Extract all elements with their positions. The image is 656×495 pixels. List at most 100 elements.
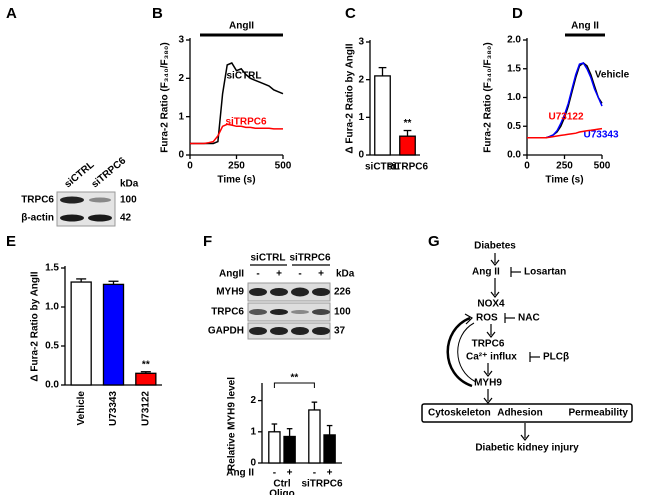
line [190, 123, 283, 145]
lane-label: siCTRL [63, 159, 97, 190]
y-tick-label: 2 [178, 73, 184, 84]
panel-label: E [6, 233, 16, 250]
kda-label: 42 [120, 213, 132, 224]
inhibitor: Losartan [524, 267, 566, 278]
y-tick-label: 0.5 [45, 341, 59, 352]
band [60, 214, 84, 222]
outcome: Cytoskeleton [428, 408, 491, 419]
band [88, 214, 112, 222]
series-label: siTRPC6 [225, 117, 267, 128]
node: ROS [476, 313, 498, 324]
series-label: Vehicle [595, 70, 630, 81]
panel-label: G [428, 233, 440, 250]
series-label: U73343 [583, 130, 618, 141]
kda-label: 100 [120, 195, 137, 206]
y-tick-label: 1 [358, 112, 364, 123]
bar [374, 75, 391, 156]
bar [102, 283, 125, 386]
x-tick-label: Oligo [269, 489, 295, 495]
panel-label: C [345, 5, 356, 22]
bar [323, 434, 336, 464]
bar [399, 135, 416, 156]
y-tick-label: 0 [250, 458, 256, 469]
x-axis-title: Time (s) [217, 175, 255, 186]
y-tick-label: 1 [178, 111, 184, 122]
panel-label: D [512, 5, 523, 22]
inhibitor: PLCβ [543, 352, 569, 363]
series-label: + [327, 468, 333, 479]
annotation: Ang II [571, 21, 599, 32]
y-tick-label: 3 [178, 35, 184, 46]
outcome-box [421, 403, 633, 423]
y-axis-title: Δ Fura-2 Ratio by AngII [345, 43, 356, 153]
x-tick-label: 500 [275, 161, 292, 172]
series-label: siCTRL [227, 71, 262, 82]
y-axis-title: Δ Fura-2 Ratio by AngII [30, 271, 41, 381]
row-label: MYH9 [216, 287, 244, 298]
annotation: ** [291, 373, 299, 384]
outcome: Adhesion [497, 408, 543, 419]
panel-label: F [203, 233, 212, 250]
annotation: ** [142, 359, 150, 370]
bands [249, 287, 330, 335]
x-tick-label: siTRPC6 [301, 479, 343, 490]
node: Ca²⁺ influx [466, 352, 517, 363]
panel-label: B [152, 5, 163, 22]
series-title: Ang II [226, 468, 254, 479]
x-tick-label: U73343 [108, 391, 119, 426]
y-tick-label: 0.5 [507, 121, 521, 132]
y-tick-label: 1.0 [507, 92, 521, 103]
treatment-label: AngII [219, 269, 244, 280]
series-label: - [313, 468, 316, 479]
diagram: Diabetes Ang II NOX4 ROS TRPC6 Ca²⁺ infl… [421, 241, 633, 454]
line [527, 127, 603, 139]
node: TRPC6 [472, 339, 505, 350]
lane-label: + [318, 269, 324, 280]
kda-label: 100 [334, 307, 351, 318]
y-tick-label: 2 [358, 74, 364, 85]
y-tick-label: 2 [250, 395, 256, 406]
row-label: β-actin [21, 213, 54, 224]
lane-label: + [276, 269, 282, 280]
x-tick-label: 250 [228, 161, 245, 172]
bracket [273, 382, 315, 388]
inhibitor: NAC [518, 313, 540, 324]
y-tick-label: 0.0 [507, 150, 521, 161]
group-label: siCTRL [251, 253, 286, 264]
x-tick-label: 0 [524, 161, 530, 172]
series-label: - [273, 468, 276, 479]
y-tick-label: 2.0 [507, 35, 521, 46]
x-axis-title: Time (s) [545, 175, 583, 186]
node: NOX4 [477, 299, 505, 310]
panel-label: A [6, 5, 17, 22]
node: Ang II [472, 267, 500, 278]
row-label: TRPC6 [211, 307, 244, 318]
kda-label: 37 [334, 326, 346, 337]
group-label: siTRPC6 [289, 253, 331, 264]
y-tick-label: 1.5 [45, 263, 59, 274]
x-tick-label: 250 [556, 161, 573, 172]
outcome: Permeability [569, 408, 629, 419]
annotation: ** [404, 118, 412, 129]
node: Diabetic kidney injury [475, 443, 579, 454]
x-tick-label: U73122 [140, 391, 151, 426]
lane-label: - [256, 269, 259, 280]
y-tick-label: 1.5 [507, 63, 521, 74]
bar [283, 435, 296, 464]
y-tick-label: 1.0 [45, 302, 59, 313]
x-tick-label: 0 [187, 161, 193, 172]
y-axis-title: Relative MYH9 level [227, 377, 238, 471]
x-tick-label: siCTRL [365, 162, 400, 173]
bar [70, 281, 92, 386]
y-tick-label: 0 [178, 150, 184, 161]
bar [308, 409, 321, 464]
row-label: TRPC6 [21, 195, 54, 206]
line [527, 62, 603, 139]
node: MYH9 [474, 378, 502, 389]
kda-label: 226 [334, 287, 351, 298]
series-label: + [287, 468, 293, 479]
y-tick-label: 0.0 [45, 380, 59, 391]
row-label: GAPDH [208, 326, 244, 337]
x-tick-label: Ctrl [273, 479, 290, 490]
